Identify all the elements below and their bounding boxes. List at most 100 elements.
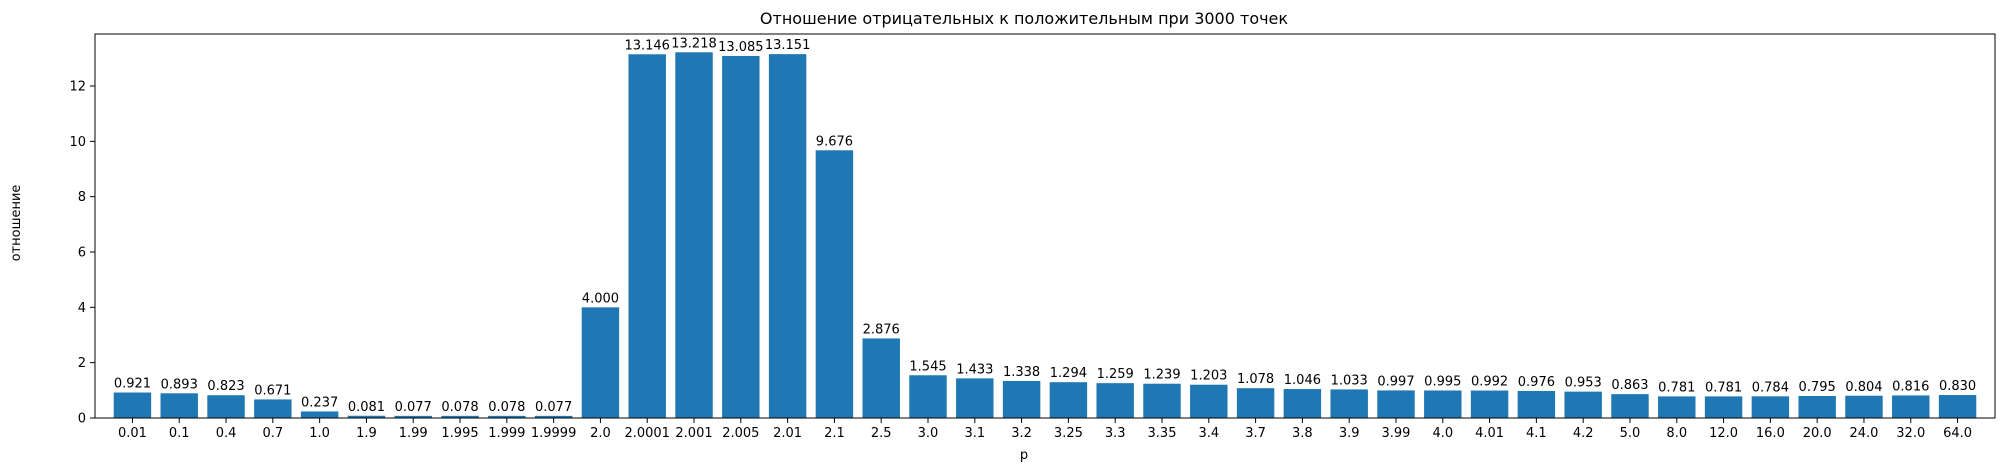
bar-value-label: 1.338 (1003, 365, 1040, 380)
bar (675, 52, 713, 418)
x-axis: 0.01 0.1 0.4 0.7 1.0 1.9 1.99 1.995 1.999 1.9999 2… (118, 418, 1972, 441)
bar (1611, 394, 1649, 418)
bar-value-label: 1.078 (1237, 372, 1274, 387)
x-tick-label: 3.99 (1382, 426, 1411, 441)
bar (394, 415, 432, 418)
plot-frame (94, 33, 1996, 419)
bar-value-label: 0.781 (1658, 380, 1695, 395)
x-tick-label: 3.8 (1292, 426, 1313, 441)
y-tick-label: 2 (78, 356, 86, 371)
bar-value-label: 0.997 (1377, 374, 1414, 389)
bar-value-label: 0.863 (1611, 378, 1648, 393)
bar-value-label: 0.804 (1845, 380, 1882, 395)
bar (1704, 396, 1743, 418)
bar-value-label: 0.671 (254, 383, 291, 398)
x-tick-label: 0.7 (262, 426, 283, 441)
bar (1424, 390, 1462, 418)
bar-value-label: 0.077 (395, 400, 432, 415)
bar-value-label: 0.237 (301, 395, 338, 410)
x-tick-label: 2.0 (590, 426, 611, 441)
x-tick-label: 16.0 (1756, 426, 1785, 441)
bar (1096, 383, 1134, 418)
bar-value-label: 0.976 (1518, 375, 1555, 390)
y-axis-label: отношение (9, 185, 24, 262)
chart-title: Отношение отрицательных к положительным … (760, 9, 1288, 28)
bar-value-label: 1.203 (1190, 369, 1227, 384)
x-tick-label: 1.9 (356, 426, 377, 441)
bar-value-label: 0.995 (1424, 374, 1461, 389)
x-tick-label: 12.0 (1709, 426, 1738, 441)
x-axis-label: p (1020, 448, 1028, 463)
bar (254, 399, 292, 418)
bar (347, 415, 386, 418)
x-tick-label: 0.4 (216, 426, 237, 441)
x-tick-label: 2.5 (871, 426, 892, 441)
bar (300, 411, 339, 418)
bar (534, 415, 573, 418)
x-tick-label: 3.7 (1245, 426, 1266, 441)
bar (815, 150, 854, 418)
bar-value-label: 0.953 (1565, 376, 1602, 391)
bar-value-label: 0.081 (348, 400, 385, 415)
x-tick-label: 4.2 (1573, 426, 1594, 441)
bar-value-label: 1.046 (1284, 373, 1321, 388)
bar (1798, 396, 1836, 418)
bar (207, 395, 245, 418)
x-tick-label: 24.0 (1849, 426, 1878, 441)
bar (909, 375, 947, 418)
x-tick-label: 1.99 (399, 426, 428, 441)
bar (628, 54, 666, 418)
bar-value-label: 0.823 (207, 379, 244, 394)
y-tick-label: 12 (69, 79, 86, 94)
bar-value-label: 9.676 (816, 134, 853, 149)
x-tick-label: 3.3 (1105, 426, 1126, 441)
bar-value-label: 13.218 (671, 36, 717, 51)
bar-value-label: 0.784 (1752, 380, 1789, 395)
bar-value-label: 1.239 (1143, 368, 1180, 383)
bar (1283, 389, 1322, 418)
y-tick-label: 0 (78, 412, 86, 427)
bar-value-label: 0.921 (114, 377, 151, 392)
bar (1658, 396, 1696, 418)
x-tick-label: 4.01 (1475, 426, 1504, 441)
bar-value-labels: 0.921 0.893 0.823 0.671 0.237 0.081 0.077 0.078… (114, 36, 1976, 415)
bar (1845, 395, 1883, 418)
x-tick-label: 0.01 (118, 426, 147, 441)
x-tick-label: 1.9999 (531, 426, 577, 441)
x-tick-label: 3.35 (1148, 426, 1177, 441)
bar (722, 55, 760, 419)
bar-value-label: 1.433 (956, 362, 993, 377)
x-tick-label: 64.0 (1943, 426, 1972, 441)
y-tick-label: 4 (78, 301, 86, 316)
bar-value-label: 13.151 (765, 38, 811, 53)
bar-value-label: 0.816 (1892, 379, 1929, 394)
bar (1236, 388, 1275, 418)
bar (1938, 395, 1977, 418)
bar (862, 338, 900, 418)
bar (1377, 390, 1415, 418)
x-tick-label: 32.0 (1896, 426, 1925, 441)
bar-value-label: 0.893 (161, 377, 198, 392)
x-tick-label: 2.005 (722, 426, 759, 441)
bar (113, 392, 152, 418)
x-tick-label: 1.995 (441, 426, 478, 441)
bar-value-label: 0.078 (488, 400, 525, 415)
x-tick-label: 3.4 (1198, 426, 1219, 441)
x-tick-label: 20.0 (1803, 426, 1832, 441)
y-tick-label: 8 (78, 190, 86, 205)
x-tick-label: 4.0 (1432, 426, 1453, 441)
x-tick-label: 8.0 (1666, 426, 1687, 441)
bar (1751, 396, 1790, 418)
y-axis: 0 2 4 6 8 10 12 (69, 79, 95, 427)
y-tick-label: 10 (69, 135, 86, 150)
bar-value-label: 1.545 (909, 359, 946, 374)
x-tick-label: 3.9 (1339, 426, 1360, 441)
bar-value-label: 0.078 (441, 400, 478, 415)
x-tick-label: 4.1 (1526, 426, 1547, 441)
bar (768, 54, 807, 418)
x-tick-label: 0.1 (169, 426, 190, 441)
bar-value-label: 1.294 (1050, 366, 1087, 381)
bar (1049, 382, 1088, 418)
y-tick-label: 6 (78, 245, 86, 260)
x-tick-label: 2.01 (773, 426, 802, 441)
